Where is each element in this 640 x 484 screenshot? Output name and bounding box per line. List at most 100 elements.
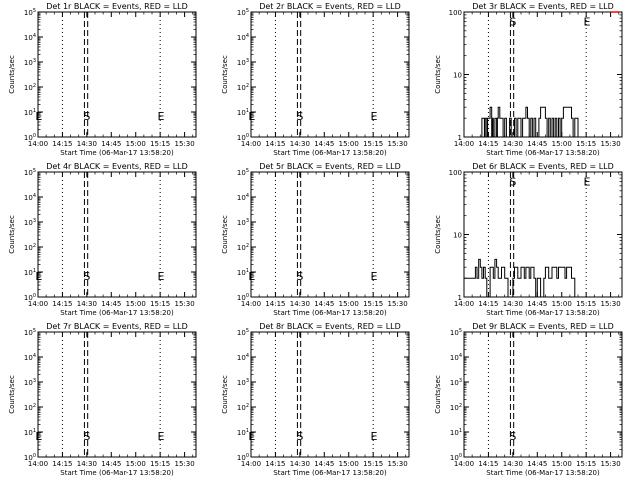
- detector-panel-6: Det 6r BLACK = Events, RED = LLD 1 10 100 Co…: [434, 162, 623, 317]
- x-tick-label: 14:30: [503, 300, 523, 308]
- x-tick-label: 15:30: [388, 140, 408, 148]
- y-tick-label: 103: [24, 378, 36, 387]
- y-axis-label: Counts/sec: [434, 375, 442, 414]
- x-tick-label: 14:30: [503, 460, 523, 468]
- marker-e: E: [371, 270, 378, 283]
- panel-title: Det 5r BLACK = Events, RED = LLD: [259, 162, 401, 171]
- y-tick-label: 103: [24, 218, 36, 227]
- marker-s: S: [296, 430, 303, 443]
- x-tick-label: 14:15: [265, 140, 285, 148]
- detector-panel-7: Det 7r BLACK = Events, RED = LLD 100 101 10…: [8, 322, 197, 477]
- y-tick-label: 100: [237, 453, 249, 462]
- panel-title: Det 4r BLACK = Events, RED = LLD: [46, 162, 188, 171]
- x-axis-label: Start Time (06-Mar-17 13:58:20): [486, 469, 600, 477]
- y-tick-label: 102: [237, 83, 249, 92]
- y-tick-label: 10: [453, 232, 462, 240]
- y-tick-label: 104: [24, 193, 36, 202]
- x-axis-label: Start Time (06-Mar-17 13:58:20): [273, 149, 387, 157]
- marker-e: E: [584, 16, 591, 29]
- marker-e: E: [158, 110, 165, 123]
- marker-s: S: [509, 430, 516, 443]
- marker-s: S: [296, 270, 303, 283]
- plot-frame: [37, 11, 197, 138]
- y-tick-label: 100: [24, 133, 36, 142]
- x-tick-label: 14:45: [101, 300, 121, 308]
- marker-e: E: [158, 430, 165, 443]
- x-tick-label: 14:15: [478, 460, 498, 468]
- y-tick-label: 102: [237, 403, 249, 412]
- y-tick-label: 102: [24, 243, 36, 252]
- x-tick-label: 14:15: [265, 300, 285, 308]
- x-tick-label: 15:00: [552, 460, 572, 468]
- y-tick-label: 103: [24, 58, 36, 67]
- y-axis-label: Counts/sec: [8, 55, 16, 94]
- x-tick-label: 14:30: [77, 460, 97, 468]
- marker-e: E: [158, 270, 165, 283]
- x-tick-label: 15:30: [388, 300, 408, 308]
- y-tick-label: 1: [458, 134, 462, 142]
- y-tick-label: 104: [24, 33, 36, 42]
- marker-e: E: [371, 430, 378, 443]
- x-tick-label: 15:15: [150, 140, 170, 148]
- x-tick-label: 15:15: [576, 300, 596, 308]
- y-tick-label: 100: [449, 9, 462, 17]
- x-tick-label: 14:30: [503, 140, 523, 148]
- x-tick-label: 15:00: [339, 140, 359, 148]
- x-tick-label: 14:45: [314, 460, 334, 468]
- x-tick-label: 14:15: [478, 140, 498, 148]
- x-axis-label: Start Time (06-Mar-17 13:58:20): [273, 309, 387, 317]
- x-axis-label: Start Time (06-Mar-17 13:58:20): [273, 469, 387, 477]
- panel-title: Det 9r BLACK = Events, RED = LLD: [472, 322, 614, 331]
- x-tick-label: 14:45: [527, 140, 547, 148]
- y-tick-label: 10: [453, 72, 462, 80]
- y-axis-label: Counts/sec: [221, 215, 229, 254]
- marker-e: E: [35, 270, 42, 283]
- x-tick-label: 14:15: [52, 300, 72, 308]
- y-tick-label: 100: [449, 169, 462, 177]
- y-tick-label: 105: [24, 8, 36, 17]
- y-tick-label: 105: [237, 328, 249, 337]
- y-axis-label: Counts/sec: [221, 375, 229, 414]
- panel-title: Det 8r BLACK = Events, RED = LLD: [259, 322, 401, 331]
- y-axis-label: Counts/sec: [434, 215, 442, 254]
- x-axis-label: Start Time (06-Mar-17 13:58:20): [486, 309, 600, 317]
- x-tick-label: 14:45: [101, 140, 121, 148]
- x-axis-label: Start Time (06-Mar-17 13:58:20): [60, 149, 174, 157]
- panel-title: Det 3r BLACK = Events, RED = LLD: [472, 2, 614, 11]
- x-tick-label: 14:00: [241, 300, 261, 308]
- x-tick-label: 14:00: [241, 140, 261, 148]
- y-tick-label: 103: [237, 58, 249, 67]
- x-tick-label: 14:45: [314, 300, 334, 308]
- x-tick-label: 15:30: [601, 460, 621, 468]
- x-tick-label: 15:00: [126, 300, 146, 308]
- marker-s: S: [296, 110, 303, 123]
- x-tick-label: 15:00: [339, 300, 359, 308]
- y-tick-label: 101: [237, 108, 249, 117]
- panel-title: Det 1r BLACK = Events, RED = LLD: [46, 2, 188, 11]
- x-tick-label: 15:15: [363, 460, 383, 468]
- x-tick-label: 15:00: [552, 140, 572, 148]
- x-tick-label: 15:30: [601, 300, 621, 308]
- y-tick-label: 104: [450, 353, 462, 362]
- y-tick-label: 105: [237, 168, 249, 177]
- plot-frame: [250, 331, 410, 458]
- y-tick-label: 100: [24, 293, 36, 302]
- y-tick-label: 105: [237, 8, 249, 17]
- marker-s: S: [83, 430, 90, 443]
- x-tick-label: 14:45: [527, 460, 547, 468]
- x-tick-label: 15:30: [175, 140, 195, 148]
- x-tick-label: 14:30: [77, 300, 97, 308]
- x-tick-label: 14:00: [28, 140, 48, 148]
- marker-e: E: [584, 176, 591, 189]
- x-tick-label: 15:15: [150, 460, 170, 468]
- y-tick-label: 101: [24, 428, 36, 437]
- events-series-line: [481, 106, 579, 138]
- x-tick-label: 15:15: [576, 140, 596, 148]
- x-tick-label: 14:45: [527, 300, 547, 308]
- y-axis-label: Counts/sec: [221, 55, 229, 94]
- x-axis-label: Start Time (06-Mar-17 13:58:20): [60, 309, 174, 317]
- plot-frame: [250, 11, 410, 138]
- y-tick-label: 104: [24, 353, 36, 362]
- detector-panel-1: Det 1r BLACK = Events, RED = LLD 100 101 10…: [8, 2, 197, 157]
- x-tick-label: 14:30: [290, 460, 310, 468]
